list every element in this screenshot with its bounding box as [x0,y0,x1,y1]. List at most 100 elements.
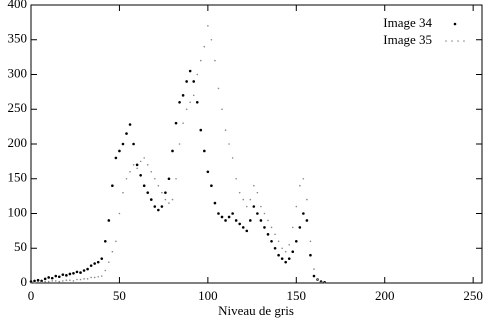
point [86,267,89,271]
point [135,163,139,167]
point [253,184,255,187]
point [86,278,89,280]
point [291,250,295,254]
legend-marker [451,40,453,42]
point [214,59,216,62]
point [299,184,301,187]
point [274,233,276,236]
point [249,198,252,201]
point [241,226,245,229]
point [260,205,262,208]
point [256,191,259,194]
point [306,198,308,201]
point [100,257,104,260]
point [245,229,249,233]
point [89,264,93,267]
point [143,157,145,159]
y-tick-label: 100 [8,204,28,219]
x-tick-label: 150 [287,288,307,303]
y-tick-label: 50 [14,239,27,254]
point [164,191,167,194]
point [238,222,241,226]
point [171,149,174,153]
point [107,219,111,222]
point [234,219,238,222]
point [97,275,100,278]
y-tick-label: 0 [21,274,28,289]
point [68,272,72,276]
point [104,269,107,272]
point [217,212,220,215]
point [195,101,199,104]
legend-label: Image 34 [383,15,432,30]
point [164,198,167,201]
point [150,171,153,173]
point [142,184,146,187]
point [122,191,124,194]
point [249,219,252,222]
point [263,212,266,215]
legend-marker [463,40,465,42]
point [281,247,283,250]
point [79,278,82,281]
point [65,279,68,282]
point [146,191,150,194]
point [118,149,121,153]
point [305,219,309,222]
y-tick-label: 350 [8,31,28,46]
legend-marker [453,22,457,26]
point [192,94,195,97]
point [37,281,39,284]
x-tick-label: 100 [198,288,218,303]
point [118,212,121,215]
point [203,149,206,153]
point [210,38,213,41]
point [161,191,163,194]
point [108,261,110,263]
point [284,250,287,253]
point [231,157,234,159]
point [174,121,178,125]
point [54,274,58,278]
point [129,171,131,173]
point [29,280,33,283]
point [96,260,100,264]
point [51,280,54,282]
y-tick-label: 250 [8,100,28,115]
point [213,201,217,205]
point [47,280,50,283]
x-tick-label: 0 [28,288,35,303]
point [146,164,149,166]
point [125,177,128,180]
legend-marker [457,40,459,42]
point [128,123,132,126]
point [149,198,153,201]
legend-label: Image 35 [383,32,432,47]
point [157,184,160,187]
point [203,45,206,48]
point [189,101,191,104]
point [181,94,185,97]
point [121,142,125,146]
point [76,278,78,281]
point [259,219,263,222]
point [47,276,50,279]
point [136,167,138,170]
point [316,278,319,281]
point [245,205,248,208]
point [224,219,227,222]
y-tick-label: 150 [8,170,28,185]
point [44,280,46,283]
point [50,276,54,280]
point [114,156,118,160]
point [36,278,40,282]
point [40,279,43,283]
point [100,275,103,277]
point [132,164,135,166]
point [266,233,270,236]
point [238,191,241,194]
point [115,240,117,243]
point [312,274,316,278]
point [270,240,273,243]
point [178,143,181,145]
